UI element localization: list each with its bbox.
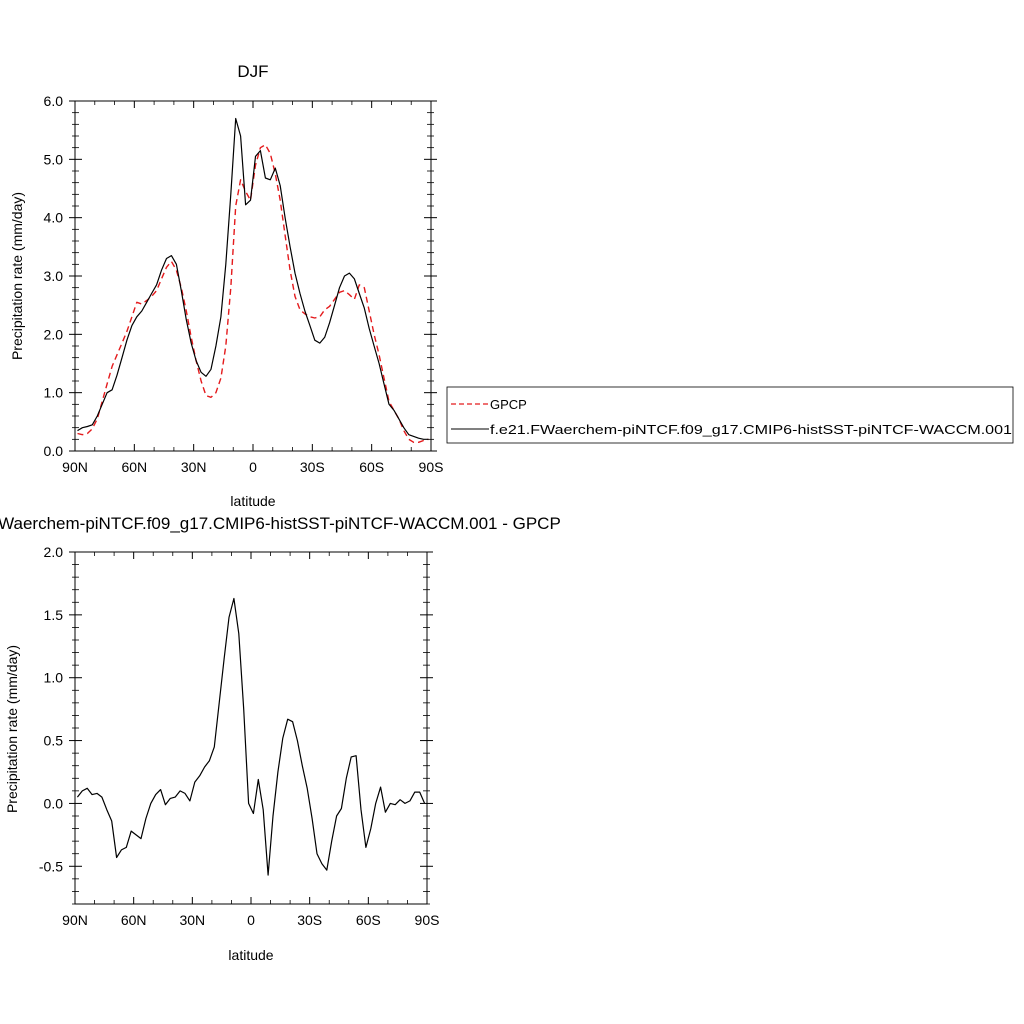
- bottom-y-tick-label: -0.5: [39, 858, 63, 874]
- top-x-tick-label: 90N: [62, 459, 88, 475]
- bottom-panel-tick-labels: 90N 60N 30N 0 30S 60S 90S -0.5 0.0 0.5 1.0 1.5 2.0: [39, 544, 440, 928]
- top-y-tick-label: 1.0: [44, 385, 64, 401]
- bottom-y-tick-label: 1.5: [44, 607, 64, 623]
- top-series-line-0: [77, 144, 429, 443]
- top-y-tick-label: 6.0: [44, 93, 64, 109]
- bottom-panel-y-axis-label: Precipitation rate (mm/day): [4, 645, 20, 813]
- top-panel-precipitation: DJF 90N 60N 30N 0 30S 60S 90S 0.0 1.0 2.0 3.0 4.0 5.…: [9, 62, 443, 509]
- bottom-y-tick-label: 0.0: [44, 795, 64, 811]
- top-panel-frame: [74, 100, 432, 452]
- bottom-y-tick-label: 1.0: [44, 670, 64, 686]
- top-y-tick-label: 3.0: [44, 268, 64, 284]
- bottom-y-tick-label: 0.5: [44, 733, 64, 749]
- top-panel-y-axis-label: Precipitation rate (mm/day): [9, 192, 25, 360]
- top-x-tick-label: 60N: [121, 459, 147, 475]
- top-y-tick-label: 0.0: [44, 443, 64, 459]
- top-series-line-1: [77, 117, 429, 440]
- bottom-series-line-0: [76, 597, 426, 876]
- top-panel-title: DJF: [237, 62, 268, 81]
- legend-label-gpcp: GPCP: [490, 397, 527, 412]
- bottom-panel-frame: [74, 551, 428, 905]
- bottom-panel-x-axis-label: latitude: [228, 947, 273, 963]
- bottom-x-tick-label: 60N: [121, 912, 147, 928]
- top-x-tick-label: 60S: [359, 459, 384, 475]
- top-panel-x-axis-label: latitude: [230, 493, 275, 509]
- top-y-tick-label: 2.0: [44, 326, 64, 342]
- bottom-x-tick-label: 90S: [415, 912, 440, 928]
- bottom-x-tick-label: 30N: [179, 912, 205, 928]
- top-x-tick-label: 90S: [419, 459, 444, 475]
- legend-box: [446, 386, 1014, 444]
- top-x-tick-label: 30S: [300, 459, 325, 475]
- bottom-panel-ticks: [69, 551, 433, 905]
- legend-label-model: f.e21.FWaerchem-piNTCF.f09_g17.CMIP6-his…: [490, 422, 1012, 437]
- legend: GPCP f.e21.FWaerchem-piNTCF.f09_g17.CMIP…: [446, 386, 1014, 444]
- top-panel-tick-labels: 90N 60N 30N 0 30S 60S 90S 0.0 1.0 2.0 3.0 4.0 5.0 6.0: [44, 93, 444, 475]
- top-panel-series: [77, 117, 429, 443]
- top-y-tick-label: 5.0: [44, 151, 64, 167]
- top-y-tick-label: 4.0: [44, 210, 64, 226]
- bottom-x-tick-label: 60S: [356, 912, 381, 928]
- bottom-y-tick-label: 2.0: [44, 544, 64, 560]
- bottom-x-tick-label: 90N: [62, 912, 88, 928]
- bottom-x-tick-label: 30S: [297, 912, 322, 928]
- top-panel-ticks: [69, 100, 437, 452]
- bottom-x-tick-label: 0: [247, 912, 255, 928]
- bottom-panel-difference: f.e21.FWaerchem-piNTCF.f09_g17.CMIP6-his…: [0, 514, 561, 963]
- bottom-panel-series: [76, 597, 426, 876]
- top-x-tick-label: 0: [249, 459, 257, 475]
- top-x-tick-label: 30N: [181, 459, 207, 475]
- bottom-panel-title: f.e21.FWaerchem-piNTCF.f09_g17.CMIP6-his…: [0, 514, 561, 533]
